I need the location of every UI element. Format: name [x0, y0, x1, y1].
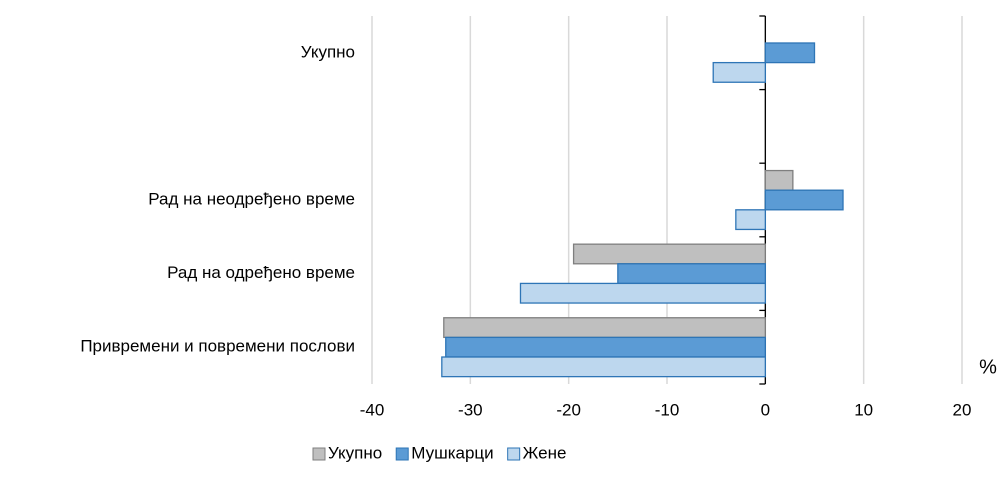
legend-swatch	[395, 447, 409, 461]
legend-label: Жене	[523, 443, 567, 462]
x-tick-label: 0	[761, 400, 770, 419]
bar	[617, 263, 766, 285]
x-tick-label: 20	[953, 400, 972, 419]
y-tick-label: Привремени и повремени послови	[80, 337, 355, 356]
bar	[735, 209, 766, 231]
y-tick-label: Укупно	[301, 42, 355, 61]
y-tick-label: Рад на неодређено време	[148, 189, 355, 208]
x-tick-label: -40	[360, 400, 385, 419]
legend-label: Укупно	[328, 443, 382, 462]
y-tick-label: Рад на одређено време	[167, 263, 355, 282]
bar	[572, 243, 766, 265]
x-tick-label: -30	[458, 400, 483, 419]
bar	[764, 42, 816, 64]
bar	[441, 356, 766, 378]
x-axis-label: %	[979, 356, 997, 378]
legend-label: Мушкарци	[411, 443, 493, 462]
bar	[764, 189, 844, 211]
legend-swatch	[507, 447, 521, 461]
x-tick-label: -10	[655, 400, 680, 419]
bar	[445, 336, 766, 358]
x-tick-label: -20	[556, 400, 581, 419]
legend-swatch	[312, 447, 326, 461]
bar	[764, 169, 794, 191]
bar	[519, 282, 766, 304]
x-tick-label: 10	[854, 400, 873, 419]
bar	[443, 317, 766, 339]
bar	[712, 61, 766, 83]
